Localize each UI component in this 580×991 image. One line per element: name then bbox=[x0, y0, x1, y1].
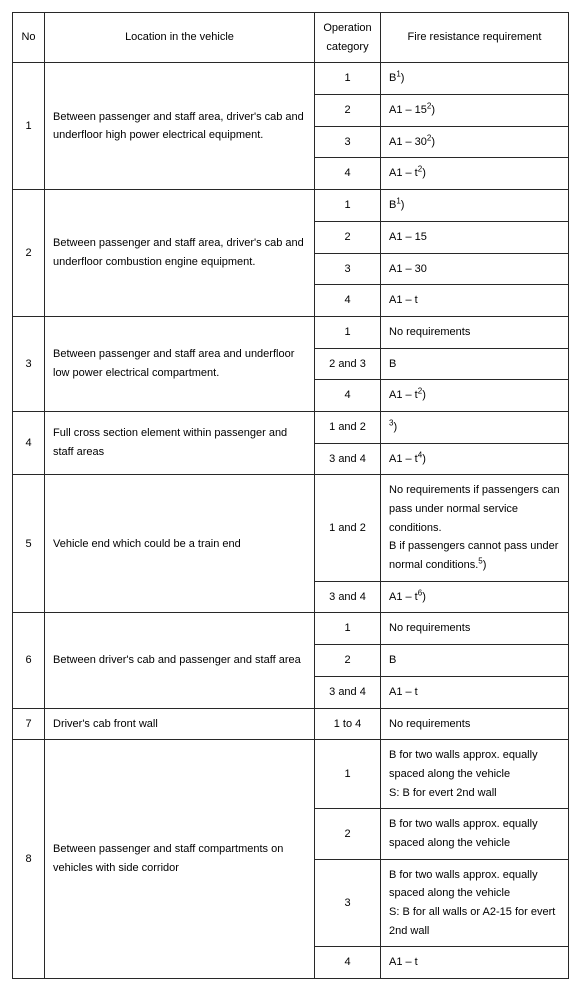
cell-op: 1 and 2 bbox=[315, 411, 381, 443]
cell-no: 4 bbox=[13, 411, 45, 474]
cell-no: 8 bbox=[13, 740, 45, 979]
cell-req: No requirements bbox=[381, 613, 569, 645]
col-loc: Location in the vehicle bbox=[45, 13, 315, 63]
cell-req: A1 – t bbox=[381, 285, 569, 317]
cell-req: A1 – 152) bbox=[381, 95, 569, 127]
cell-req: A1 – 15 bbox=[381, 221, 569, 253]
cell-op: 4 bbox=[315, 158, 381, 190]
cell-req: A1 – t2) bbox=[381, 380, 569, 412]
cell-location: Between driver's cab and passenger and s… bbox=[45, 613, 315, 708]
cell-op: 2 bbox=[315, 645, 381, 677]
cell-req: A1 – 30 bbox=[381, 253, 569, 285]
cell-location: Full cross section element within passen… bbox=[45, 411, 315, 474]
cell-req: No requirements bbox=[381, 708, 569, 740]
cell-req: B bbox=[381, 348, 569, 380]
cell-location: Between passenger and staff compartments… bbox=[45, 740, 315, 979]
cell-location: Between passenger and staff area, driver… bbox=[45, 190, 315, 317]
col-req: Fire resistance requirement bbox=[381, 13, 569, 63]
cell-op: 1 bbox=[315, 63, 381, 95]
cell-no: 6 bbox=[13, 613, 45, 708]
cell-req: 3) bbox=[381, 411, 569, 443]
cell-op: 1 bbox=[315, 740, 381, 809]
cell-req: No requirements bbox=[381, 316, 569, 348]
cell-location: Driver's cab front wall bbox=[45, 708, 315, 740]
cell-op: 1 bbox=[315, 190, 381, 222]
cell-op: 3 and 4 bbox=[315, 676, 381, 708]
cell-op: 3 and 4 bbox=[315, 443, 381, 475]
cell-op: 4 bbox=[315, 947, 381, 979]
col-op: Operation category bbox=[315, 13, 381, 63]
cell-no: 2 bbox=[13, 190, 45, 317]
cell-op: 4 bbox=[315, 380, 381, 412]
cell-op: 2 bbox=[315, 809, 381, 859]
cell-no: 1 bbox=[13, 63, 45, 190]
cell-op: 1 and 2 bbox=[315, 475, 381, 581]
table-row: 6Between driver's cab and passenger and … bbox=[13, 613, 569, 645]
table-row: 7Driver's cab front wall1 to 4No require… bbox=[13, 708, 569, 740]
cell-req: A1 – t bbox=[381, 676, 569, 708]
table-row: 2Between passenger and staff area, drive… bbox=[13, 190, 569, 222]
fire-resistance-table: No Location in the vehicle Operation cat… bbox=[12, 12, 569, 979]
cell-op: 3 bbox=[315, 859, 381, 947]
cell-location: Vehicle end which could be a train end bbox=[45, 475, 315, 613]
cell-op: 2 bbox=[315, 95, 381, 127]
cell-op: 2 bbox=[315, 221, 381, 253]
cell-req: B for two walls approx. equally spaced a… bbox=[381, 809, 569, 859]
cell-op: 3 bbox=[315, 253, 381, 285]
cell-location: Between passenger and staff area, driver… bbox=[45, 63, 315, 190]
table-row: 4Full cross section element within passe… bbox=[13, 411, 569, 443]
cell-req: B1) bbox=[381, 63, 569, 95]
cell-req: B for two walls approx. equally spaced a… bbox=[381, 859, 569, 947]
cell-no: 5 bbox=[13, 475, 45, 613]
cell-req: B1) bbox=[381, 190, 569, 222]
table-row: 5Vehicle end which could be a train end1… bbox=[13, 475, 569, 581]
cell-op: 4 bbox=[315, 285, 381, 317]
table-row: 1Between passenger and staff area, drive… bbox=[13, 63, 569, 95]
cell-req: A1 – t4) bbox=[381, 443, 569, 475]
cell-req: No requirements if passengers can pass u… bbox=[381, 475, 569, 581]
cell-no: 3 bbox=[13, 316, 45, 411]
cell-req: A1 – t2) bbox=[381, 158, 569, 190]
table-row: 3Between passenger and staff area and un… bbox=[13, 316, 569, 348]
cell-op: 2 and 3 bbox=[315, 348, 381, 380]
cell-op: 1 bbox=[315, 316, 381, 348]
cell-op: 3 bbox=[315, 126, 381, 158]
col-no: No bbox=[13, 13, 45, 63]
cell-req: A1 – t6) bbox=[381, 581, 569, 613]
cell-op: 1 to 4 bbox=[315, 708, 381, 740]
cell-req: B for two walls approx. equally spaced a… bbox=[381, 740, 569, 809]
cell-no: 7 bbox=[13, 708, 45, 740]
cell-location: Between passenger and staff area and und… bbox=[45, 316, 315, 411]
cell-req: A1 – t bbox=[381, 947, 569, 979]
cell-req: A1 – 302) bbox=[381, 126, 569, 158]
table-row: 8Between passenger and staff compartment… bbox=[13, 740, 569, 809]
cell-op: 1 bbox=[315, 613, 381, 645]
cell-req: B bbox=[381, 645, 569, 677]
cell-op: 3 and 4 bbox=[315, 581, 381, 613]
